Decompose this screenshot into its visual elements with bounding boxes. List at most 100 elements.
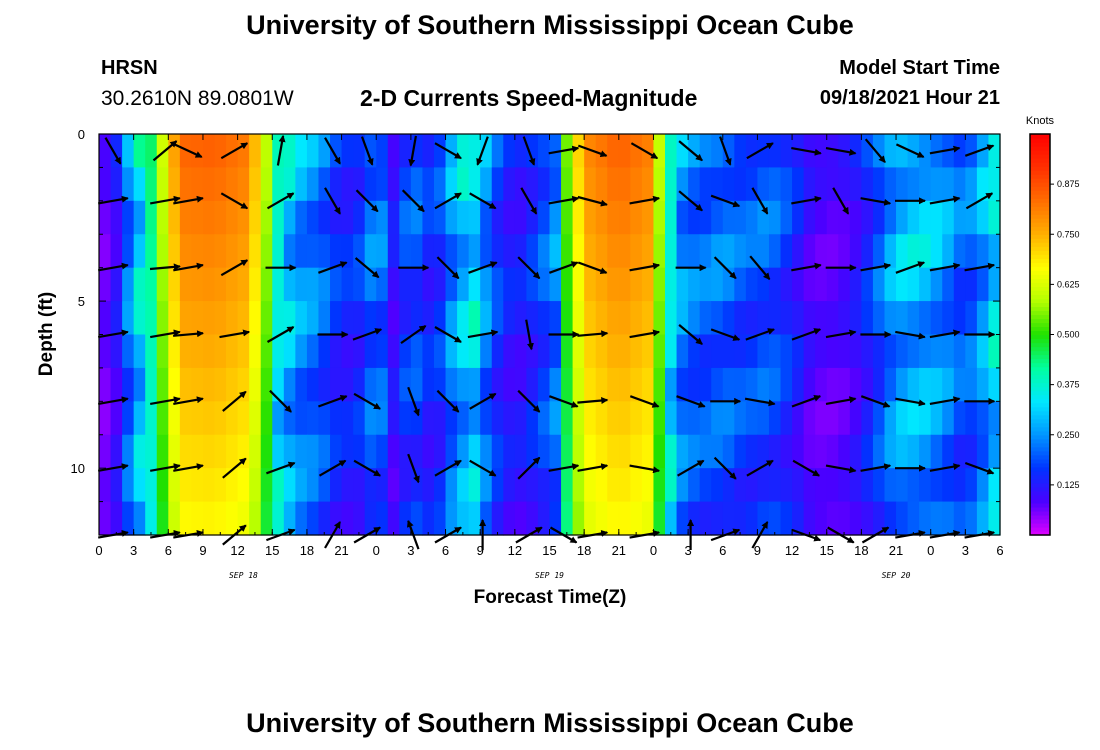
heatmap-cell: [884, 334, 897, 369]
heatmap-cell: [676, 367, 689, 402]
heatmap-cell: [595, 200, 608, 235]
current-vector-arrow: [929, 396, 961, 405]
x-tick-label: 21: [334, 543, 348, 558]
heatmap-cell: [953, 234, 966, 269]
heatmap-cell: [549, 267, 562, 302]
heatmap-cell: [896, 401, 909, 436]
heatmap-cell: [341, 401, 354, 436]
heatmap-cell: [191, 267, 204, 302]
colorbar-segment: [1030, 186, 1050, 191]
heatmap-cell: [618, 501, 631, 536]
heatmap-cell: [665, 334, 678, 369]
heatmap-cell: [226, 167, 239, 202]
current-vector-arrow: [577, 195, 608, 207]
heatmap-cell: [330, 468, 343, 503]
current-vector-arrow: [98, 262, 129, 272]
heatmap-cell: [503, 267, 516, 302]
heatmap-cell: [295, 334, 308, 369]
heatmap-cell: [364, 367, 377, 402]
heatmap-cell: [537, 234, 551, 269]
x-tick-label: 18: [854, 543, 868, 558]
heatmap-cell: [630, 301, 643, 336]
current-vector-arrow: [517, 389, 541, 413]
heatmap-cell: [122, 434, 135, 469]
heatmap-cell: [826, 234, 839, 269]
current-vector-arrow: [517, 456, 541, 480]
current-vector-arrow: [929, 329, 961, 339]
heatmap-cell: [376, 234, 389, 269]
current-vector-arrow: [629, 262, 661, 272]
current-vector-arrow: [150, 396, 181, 405]
heatmap-cell: [734, 434, 747, 469]
colorbar-segment: [1030, 386, 1050, 392]
heatmap-cell: [803, 501, 816, 536]
heatmap-cell: [641, 367, 655, 402]
colorbar-segment: [1030, 254, 1050, 259]
heatmap-cell: [965, 334, 978, 369]
heatmap-cell: [387, 334, 400, 369]
heatmap-cell: [260, 134, 273, 169]
heatmap-cell: [861, 301, 874, 336]
heatmap-cell: [433, 234, 447, 269]
heatmap-cell: [872, 367, 886, 402]
heatmap-cell: [618, 167, 631, 202]
heatmap-cell: [295, 301, 308, 336]
current-vector-arrow: [964, 262, 996, 272]
current-vector-arrow: [266, 192, 295, 210]
heatmap-cell: [202, 234, 216, 269]
heatmap-cell: [896, 434, 909, 469]
heatmap-cell: [780, 301, 793, 336]
current-vector-arrow: [549, 261, 579, 274]
heatmap-cell: [976, 334, 990, 369]
heatmap-cell: [861, 434, 874, 469]
heatmap-cell: [665, 401, 678, 436]
heatmap-cell: [872, 234, 886, 269]
heatmap-cell: [503, 234, 516, 269]
heatmap-cell: [780, 367, 793, 402]
heatmap-cell: [699, 134, 712, 169]
heatmap-cell: [318, 234, 331, 269]
heatmap-cell: [341, 234, 354, 269]
current-vector-arrow: [629, 464, 661, 474]
heatmap-cell: [976, 267, 990, 302]
heatmap-cell: [976, 401, 990, 436]
heatmap-cell: [780, 200, 793, 235]
colorbar-segment: [1030, 146, 1050, 151]
heatmap-cell: [341, 134, 354, 169]
heatmap-cell: [757, 367, 770, 402]
heatmap-cell: [826, 401, 839, 436]
heatmap-cell: [988, 267, 1001, 302]
current-vector-arrow: [825, 147, 857, 156]
heatmap-cell: [376, 200, 389, 235]
heatmap-cell: [283, 134, 296, 169]
heatmap-cell: [884, 301, 897, 336]
heatmap-cell: [376, 468, 389, 503]
heatmap-cell: [861, 234, 874, 269]
current-vector-arrow: [173, 195, 204, 205]
heatmap-cell: [572, 301, 585, 336]
heatmap-cell: [480, 434, 493, 469]
heatmap-cell: [272, 234, 285, 269]
heatmap-cell: [884, 134, 897, 169]
heatmap-cell: [295, 134, 308, 169]
heatmap-cell: [838, 167, 851, 202]
x-tick-label: 3: [130, 543, 137, 558]
heatmap-cell: [491, 401, 504, 436]
colorbar-segment: [1030, 238, 1050, 243]
heatmap-cell: [872, 401, 886, 436]
heatmap-cell: [953, 334, 966, 369]
heatmap-cell: [364, 434, 377, 469]
colorbar-segment: [1030, 282, 1050, 287]
heatmap-cell: [699, 468, 712, 503]
speed-heatmap: [99, 134, 1001, 536]
heatmap-cell: [133, 267, 146, 302]
current-vector-arrow: [98, 396, 129, 405]
colorbar-tick-label: 0.375: [1057, 380, 1080, 390]
heatmap-cell: [503, 501, 516, 536]
heatmap-cell: [665, 301, 678, 336]
heatmap-cell: [919, 267, 932, 302]
colorbar-segment: [1030, 518, 1050, 524]
heatmap-cell: [884, 367, 897, 402]
heatmap-cell: [191, 367, 204, 402]
colorbar-segment: [1030, 246, 1050, 251]
